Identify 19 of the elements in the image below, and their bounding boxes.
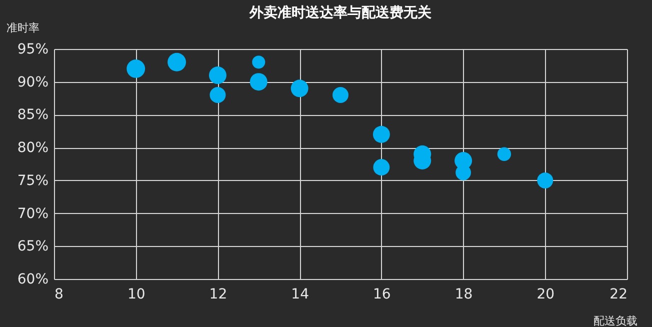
x-tick-label: 8 xyxy=(54,286,64,302)
x-tick-label: 14 xyxy=(291,286,310,302)
y-tick-label: 75% xyxy=(17,172,48,189)
y-tick-label: 85% xyxy=(17,107,48,124)
y-tick-label: 90% xyxy=(17,74,48,90)
y-tick-label: 80% xyxy=(17,140,48,156)
y-tick-label: 60% xyxy=(17,272,48,288)
y-tick-label: 70% xyxy=(17,206,48,222)
x-axis-title: 配送负载 xyxy=(594,314,638,327)
x-tick-label: 12 xyxy=(209,286,228,302)
y-tick-label: 95% xyxy=(17,42,48,58)
chart-title: 外卖准时送达率与配送费无关 xyxy=(248,4,432,21)
y-tick-label: 65% xyxy=(17,238,48,255)
x-tick-label: 10 xyxy=(127,286,146,302)
x-tick-label: 16 xyxy=(373,286,391,302)
y-axis-title: 准时率 xyxy=(6,22,40,34)
x-tick-label: 22 xyxy=(610,286,628,302)
x-tick-label: 18 xyxy=(454,286,473,302)
x-tick-label: 20 xyxy=(536,286,555,302)
